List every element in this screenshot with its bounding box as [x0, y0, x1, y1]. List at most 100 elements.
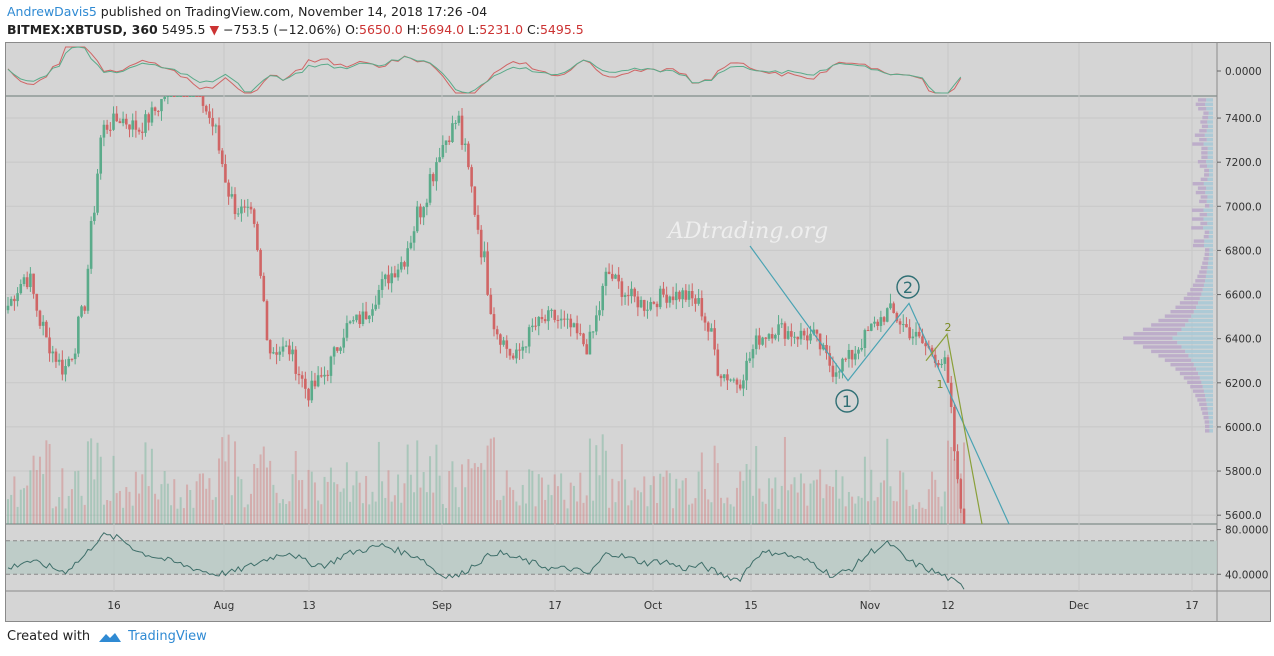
candle-body: [684, 290, 688, 300]
candle-body: [799, 330, 803, 340]
volume-bar: [528, 469, 531, 524]
volume-bar: [384, 497, 387, 524]
volume-profile-bar: [1190, 385, 1203, 389]
candle-body: [236, 213, 240, 215]
volume-profile-bar: [1196, 305, 1213, 309]
volume-bar: [419, 487, 422, 524]
volume-profile-bar: [1209, 429, 1213, 433]
volume-bar: [943, 491, 946, 524]
volume-bar: [860, 497, 863, 524]
candle-body: [345, 323, 349, 338]
tradingview-link[interactable]: TradingView: [98, 629, 207, 644]
volume-bar: [112, 455, 115, 524]
candle-body: [658, 288, 662, 308]
volume-bar: [227, 434, 230, 524]
candle-body: [412, 231, 416, 243]
x-tick-label: 13: [302, 600, 315, 612]
volume-bar: [457, 507, 460, 524]
volume-profile-bar: [1198, 371, 1213, 376]
candle-body: [364, 311, 368, 320]
candle-body: [268, 340, 272, 354]
volume-bar: [361, 503, 364, 524]
last-price: 5495.5: [161, 22, 206, 37]
candle-body: [790, 331, 793, 337]
candle-body: [32, 273, 35, 294]
volume-bar: [70, 489, 73, 524]
y-tick-label: 7400.0: [1225, 113, 1262, 125]
candle-body: [921, 336, 924, 344]
candle-body: [540, 317, 544, 320]
volume-bar: [93, 479, 96, 524]
volume-bar: [774, 477, 777, 524]
volume-bar: [854, 503, 857, 524]
rsi-line: [7, 532, 965, 590]
candle-body: [441, 145, 445, 158]
volume-bar: [42, 474, 45, 524]
candle-body: [518, 349, 521, 351]
rsi-panel: [6, 532, 1217, 590]
volume-bar: [445, 508, 448, 524]
volume-profile-bar: [1172, 336, 1213, 340]
candle-body: [531, 325, 534, 328]
candle-body: [754, 335, 758, 350]
volume-profile-bar: [1194, 133, 1205, 137]
volume-bar: [831, 486, 834, 524]
volume-bar: [470, 468, 473, 524]
drawings[interactable]: 1 2 1 2: [749, 245, 1010, 525]
candle-body: [137, 129, 141, 132]
oscillator-signal-line: [7, 46, 962, 94]
volume-bar: [492, 437, 495, 524]
volume-bar: [467, 459, 470, 524]
volume-profile-bar: [1197, 159, 1207, 164]
volume-profile-bar: [1195, 393, 1206, 398]
volume-bar: [115, 493, 118, 524]
volume-bar: [659, 473, 662, 524]
volume-bar: [761, 501, 764, 524]
candle-body: [534, 325, 537, 327]
author-link[interactable]: AndrewDavis5: [7, 4, 97, 19]
candle-body: [838, 371, 841, 373]
volume-bar: [883, 480, 886, 524]
x-tick-label: Oct: [644, 600, 662, 612]
candle-body: [869, 323, 873, 331]
volume-bar: [294, 450, 297, 524]
volume-profile-bar: [1203, 182, 1213, 186]
volume-bar: [700, 452, 703, 524]
volume-bar: [195, 481, 198, 524]
volume-profile-bar: [1191, 208, 1204, 212]
volume-bar: [886, 438, 889, 524]
volume-bar: [508, 487, 511, 524]
volume-bar: [758, 488, 761, 524]
wave-circle: [835, 389, 859, 413]
volume-profile-bar: [1193, 362, 1213, 367]
candle-body: [732, 379, 736, 381]
volume-bar: [819, 469, 822, 524]
volume-bar: [873, 500, 876, 524]
volume-bar: [627, 505, 630, 524]
volume-bar: [211, 499, 214, 524]
volume-bar: [288, 501, 291, 524]
candle-body: [367, 315, 371, 320]
panel-backgrounds: [6, 43, 1270, 621]
volume-profile-bar: [1206, 159, 1213, 164]
volume-profile-bar: [1209, 204, 1213, 208]
volume-profile-bar: [1201, 151, 1208, 155]
volume-bar: [902, 472, 905, 524]
volume-profile-bar: [1204, 239, 1213, 243]
candle-body: [463, 143, 467, 145]
volume-bar: [863, 456, 866, 524]
volume-bar: [556, 486, 559, 524]
symbol-label[interactable]: BITMEX:XBTUSD, 360: [7, 22, 158, 37]
volume-profile-bar: [1206, 402, 1213, 407]
candle-body: [467, 143, 470, 168]
candle-body: [543, 319, 547, 322]
volume-bar: [918, 502, 921, 524]
candle-body: [262, 275, 266, 302]
volume-bar: [838, 498, 841, 524]
volume-bar: [122, 507, 125, 524]
candle-body: [563, 318, 566, 320]
candle-body: [336, 347, 339, 351]
candle-body: [943, 357, 947, 364]
